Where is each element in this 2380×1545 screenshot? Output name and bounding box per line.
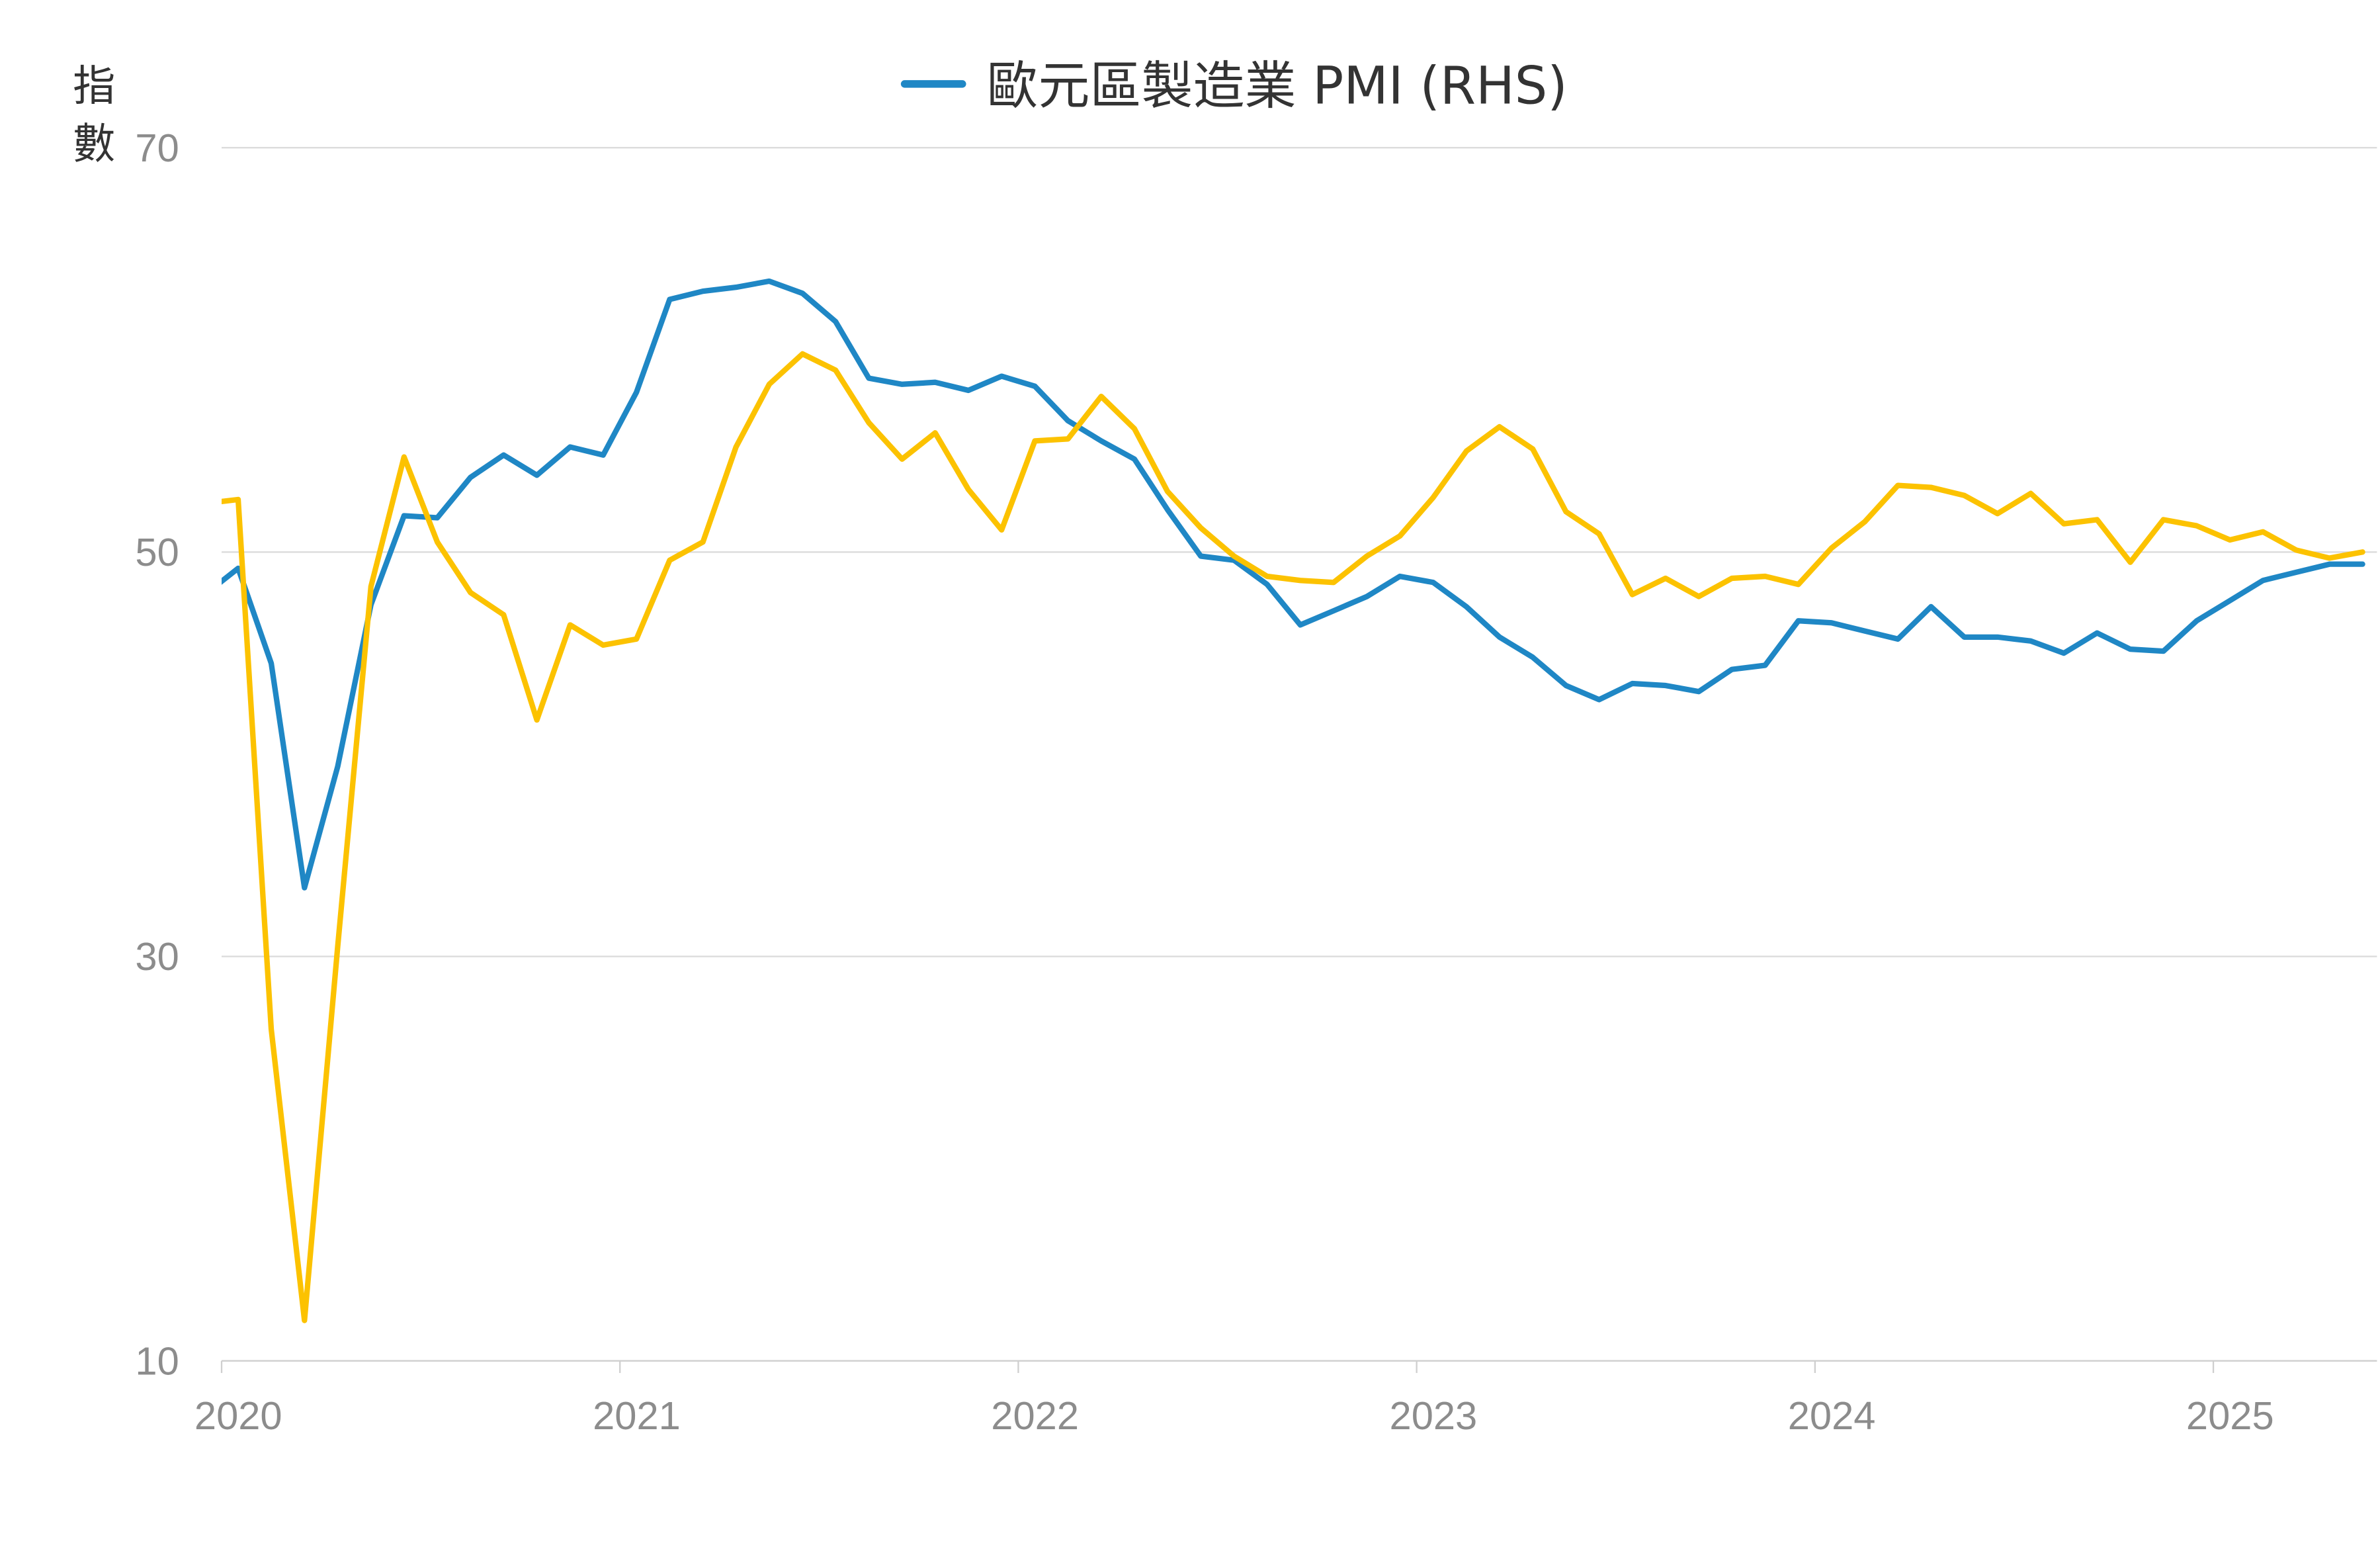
x-tick-label: 2024 xyxy=(1788,1393,1876,1438)
y-axis-label-char-2: 數 xyxy=(73,119,115,169)
legend-label-manufacturing-pmi: 歐元區製造業 PMI (RHS) xyxy=(987,57,1568,116)
series-line-yellow xyxy=(222,351,2365,1323)
y-tick-label: 30 xyxy=(135,934,179,979)
x-axis: 2020 2021 2022 2023 2024 2025 xyxy=(194,1360,2274,1438)
y-axis-label-char-1: 指 xyxy=(73,62,115,111)
x-tick-label: 2025 xyxy=(2186,1393,2274,1438)
legend: 歐元區製造業 PMI (RHS) xyxy=(900,57,1568,116)
x-tick-label: 2022 xyxy=(991,1393,1079,1438)
y-axis: 10 30 50 70 xyxy=(135,126,179,1383)
y-tick-label: 70 xyxy=(135,126,179,170)
y-tick-label: 50 xyxy=(135,530,179,574)
y-tick-label: 10 xyxy=(135,1339,179,1383)
x-tick-label: 2020 xyxy=(194,1393,282,1438)
series-line-manufacturing-pmi xyxy=(222,278,2365,891)
gridlines xyxy=(222,147,2377,1362)
x-tick-label: 2021 xyxy=(593,1393,681,1438)
series-lines xyxy=(222,278,2365,1323)
x-tick-label: 2023 xyxy=(1390,1393,1478,1438)
